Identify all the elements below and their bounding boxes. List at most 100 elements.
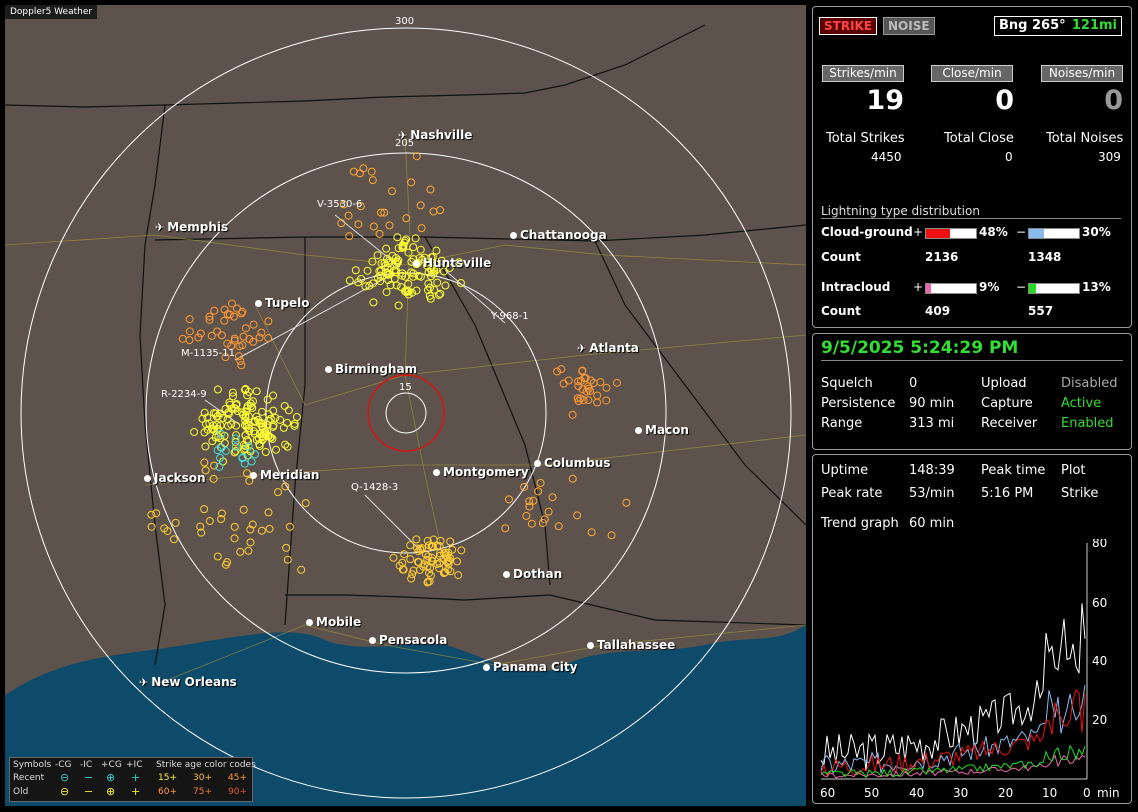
city-name: Atlanta <box>589 341 639 355</box>
strike-marker <box>244 442 253 451</box>
strike-marker <box>504 495 513 504</box>
noises-per-min-header[interactable]: Noises/min <box>1041 65 1123 82</box>
age-code: 75+ <box>193 787 212 797</box>
strike-marker <box>241 324 250 333</box>
strike-marker <box>221 560 230 569</box>
strike-marker <box>268 434 277 443</box>
x-tick: 30 <box>953 786 968 800</box>
strike-marker <box>424 552 433 561</box>
city-name: Jackson <box>154 471 206 485</box>
strike-marker <box>554 522 563 531</box>
range-label: Range <box>821 416 863 431</box>
strike-marker <box>229 312 238 321</box>
uptime-value: 148:39 <box>909 463 955 478</box>
peak-time-label: Peak time <box>981 463 1046 478</box>
strike-marker <box>439 554 448 563</box>
plot-value: Strike <box>1061 486 1099 501</box>
strike-marker <box>529 496 538 505</box>
strike-marker <box>409 272 418 281</box>
city-name: Columbus <box>544 456 611 470</box>
strikes-per-min-header[interactable]: Strikes/min <box>822 65 904 82</box>
strike-marker <box>380 208 389 217</box>
age-code: 45+ <box>228 773 247 783</box>
map-canvas[interactable] <box>5 5 806 806</box>
trend-series-line <box>820 744 1086 779</box>
cg-negative-fill <box>1029 229 1044 238</box>
cloud-ground-label: Cloud-ground <box>821 225 913 239</box>
city-dot-icon <box>413 260 420 267</box>
city-name: Macon <box>645 423 689 437</box>
radar-map[interactable]: Doppler5 Weather 300 205 15 ✈ Nashville ✈ M… <box>5 5 806 806</box>
strike-marker <box>359 164 368 173</box>
strike-marker <box>254 434 263 443</box>
age-code: 15+ <box>158 773 177 783</box>
persistence-value: 90 min <box>909 396 955 411</box>
strike-marker <box>421 550 430 559</box>
strike-marker <box>593 391 602 400</box>
strike-marker <box>368 257 377 266</box>
strike-marker <box>237 309 246 318</box>
strike-marker <box>373 273 382 282</box>
strike-marker <box>261 448 270 457</box>
cg-negative-bar <box>1028 228 1080 239</box>
close-per-min-header[interactable]: Close/min <box>931 65 1013 82</box>
strike-marker <box>261 427 270 436</box>
strike-marker <box>454 571 463 580</box>
strike-marker <box>236 357 245 366</box>
strike-marker <box>269 406 278 415</box>
city-dot-icon <box>503 571 510 578</box>
x-tick: 20 <box>998 786 1013 800</box>
strike-marker <box>249 427 258 436</box>
strike-marker <box>409 269 418 278</box>
squelch-label: Squelch <box>821 376 873 391</box>
strike-marker <box>587 528 596 537</box>
strike-marker <box>457 546 466 555</box>
strike-marker <box>255 440 264 449</box>
city-label: Huntsville <box>413 256 491 270</box>
noise-mode-button[interactable]: NOISE <box>883 17 935 35</box>
strike-marker <box>436 289 445 298</box>
strike-marker <box>436 206 445 215</box>
plus-cg-old-icon: ⊕ <box>106 785 116 798</box>
strike-marker <box>446 567 455 576</box>
strike-marker <box>209 474 218 483</box>
strike-marker <box>213 424 222 433</box>
strike-marker <box>246 538 255 547</box>
strike-marker <box>205 315 214 324</box>
strike-marker <box>243 401 252 410</box>
ic-positive-bar <box>925 283 977 294</box>
strike-marker <box>527 519 536 528</box>
strike-marker <box>276 415 285 424</box>
y-tick: 80 <box>1092 539 1107 550</box>
strike-marker <box>404 248 413 257</box>
strike-marker <box>407 574 416 583</box>
cg-positive-count: 2136 <box>925 250 959 264</box>
strike-marker <box>230 334 239 343</box>
city-label: ✈ Memphis <box>155 220 228 234</box>
strike-marker <box>217 443 226 452</box>
strike-marker <box>602 396 611 405</box>
strike-marker <box>573 511 582 520</box>
strike-marker <box>258 432 267 441</box>
strike-marker <box>394 301 403 310</box>
strike-marker <box>225 398 234 407</box>
strike-marker <box>414 271 423 280</box>
strike-marker <box>230 534 239 543</box>
strike-marker <box>424 279 433 288</box>
strike-marker <box>279 423 288 432</box>
strike-marker <box>273 488 282 497</box>
city-name: Tallahassee <box>597 638 676 652</box>
peak-time-value: 5:16 PM <box>981 486 1034 501</box>
plus-ic-recent-icon: + <box>131 771 141 784</box>
strike-marker <box>412 535 421 544</box>
strike-marker <box>281 482 290 491</box>
strike-mode-button[interactable]: STRIKE <box>819 17 878 35</box>
strike-marker <box>225 310 234 319</box>
x-unit: min <box>1097 786 1120 800</box>
strike-marker <box>406 541 415 550</box>
city-name: Dothan <box>513 567 563 581</box>
strike-marker <box>224 409 233 418</box>
strike-marker <box>401 272 410 281</box>
strike-marker <box>242 407 251 416</box>
strike-marker <box>213 385 222 394</box>
